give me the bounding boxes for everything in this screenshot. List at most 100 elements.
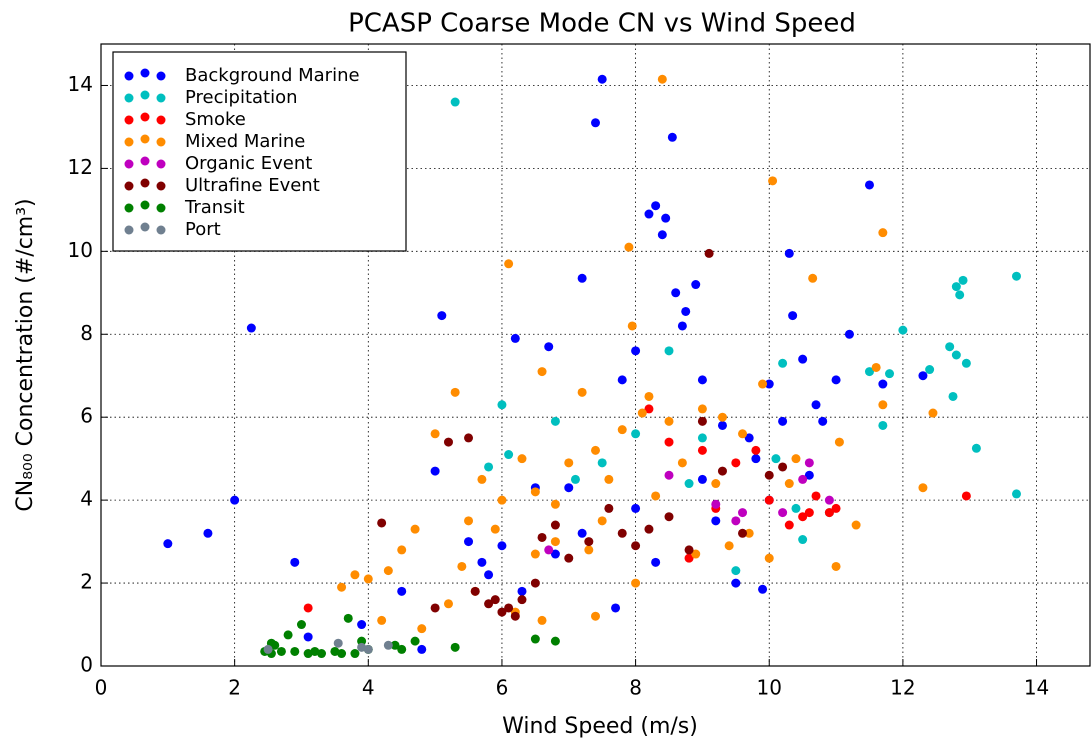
data-point xyxy=(731,458,741,468)
data-point xyxy=(564,483,574,493)
data-point xyxy=(497,541,507,551)
data-point xyxy=(691,549,701,559)
y-tick-label: 2 xyxy=(80,570,93,594)
data-point xyxy=(230,495,240,505)
data-point xyxy=(664,346,674,356)
plot-frame xyxy=(100,43,1091,667)
data-point xyxy=(530,634,540,644)
data-point xyxy=(417,624,427,634)
data-point xyxy=(864,367,874,377)
data-point xyxy=(627,321,637,331)
data-point xyxy=(744,528,754,538)
data-point xyxy=(697,375,707,385)
legend-marker xyxy=(140,134,150,144)
data-point xyxy=(537,615,547,625)
data-point xyxy=(758,379,768,389)
data-point xyxy=(778,358,788,368)
data-point xyxy=(484,570,494,580)
legend-marker xyxy=(124,159,134,169)
data-point xyxy=(443,599,453,609)
data-point xyxy=(878,420,888,430)
data-point xyxy=(263,644,273,654)
data-point xyxy=(811,491,821,501)
data-point xyxy=(611,603,621,613)
data-point xyxy=(945,342,955,352)
legend-marker xyxy=(140,222,150,232)
data-point xyxy=(564,458,574,468)
data-point xyxy=(484,599,494,609)
data-point xyxy=(651,491,661,501)
data-point xyxy=(597,516,607,526)
y-axis-label: CN₈₀₀ Concentration (#/cm³) xyxy=(13,198,38,511)
data-point xyxy=(443,437,453,447)
data-point xyxy=(544,342,554,352)
data-point xyxy=(657,230,667,240)
data-point xyxy=(791,454,801,464)
data-point xyxy=(731,516,741,526)
data-point xyxy=(624,242,634,252)
legend-marker xyxy=(124,137,134,147)
data-point xyxy=(631,346,641,356)
data-point xyxy=(163,539,173,549)
data-point xyxy=(246,323,256,333)
legend-marker xyxy=(156,93,166,103)
data-point xyxy=(570,474,580,484)
legend-marker xyxy=(124,115,134,125)
data-point xyxy=(804,470,814,480)
data-point xyxy=(664,437,674,447)
data-point xyxy=(798,512,808,522)
data-point xyxy=(617,528,627,538)
x-tick-label: 12 xyxy=(890,676,915,700)
y-tick-label: 0 xyxy=(80,653,93,677)
data-point xyxy=(811,400,821,410)
data-point xyxy=(918,371,928,381)
legend-label: Organic Event xyxy=(185,153,312,174)
legend-marker xyxy=(140,200,150,210)
data-point xyxy=(577,273,587,283)
data-point xyxy=(377,615,387,625)
data-point xyxy=(464,433,474,443)
data-point xyxy=(788,311,798,321)
data-point xyxy=(530,487,540,497)
data-point xyxy=(464,537,474,547)
data-point xyxy=(764,495,774,505)
data-point xyxy=(764,379,774,389)
data-point xyxy=(751,445,761,455)
data-point xyxy=(778,416,788,426)
data-point xyxy=(971,443,981,453)
data-point xyxy=(617,425,627,435)
data-point xyxy=(270,640,280,650)
data-point xyxy=(834,437,844,447)
data-point xyxy=(390,640,400,650)
data-point xyxy=(831,503,841,513)
data-point xyxy=(290,557,300,567)
legend-label: Ultrafine Event xyxy=(185,175,320,196)
data-point xyxy=(477,474,487,484)
data-point xyxy=(550,537,560,547)
y-tick-label: 14 xyxy=(68,72,93,96)
data-point xyxy=(844,329,854,339)
data-point xyxy=(517,454,527,464)
legend-marker xyxy=(140,90,150,100)
data-point xyxy=(450,642,460,652)
data-point xyxy=(878,379,888,389)
data-point xyxy=(717,466,727,476)
data-point xyxy=(764,553,774,563)
data-point xyxy=(671,288,681,298)
data-point xyxy=(203,528,213,538)
legend-label: Background Marine xyxy=(185,65,360,86)
data-point xyxy=(397,644,407,654)
data-point xyxy=(898,325,908,335)
data-point xyxy=(617,375,627,385)
data-point xyxy=(276,646,286,656)
data-point xyxy=(824,495,834,505)
data-point xyxy=(430,603,440,613)
data-point xyxy=(717,412,727,422)
data-point xyxy=(591,611,600,621)
data-point xyxy=(544,545,554,555)
data-point xyxy=(664,512,674,522)
data-point xyxy=(878,400,888,410)
data-point xyxy=(948,391,958,401)
data-point xyxy=(711,499,721,509)
